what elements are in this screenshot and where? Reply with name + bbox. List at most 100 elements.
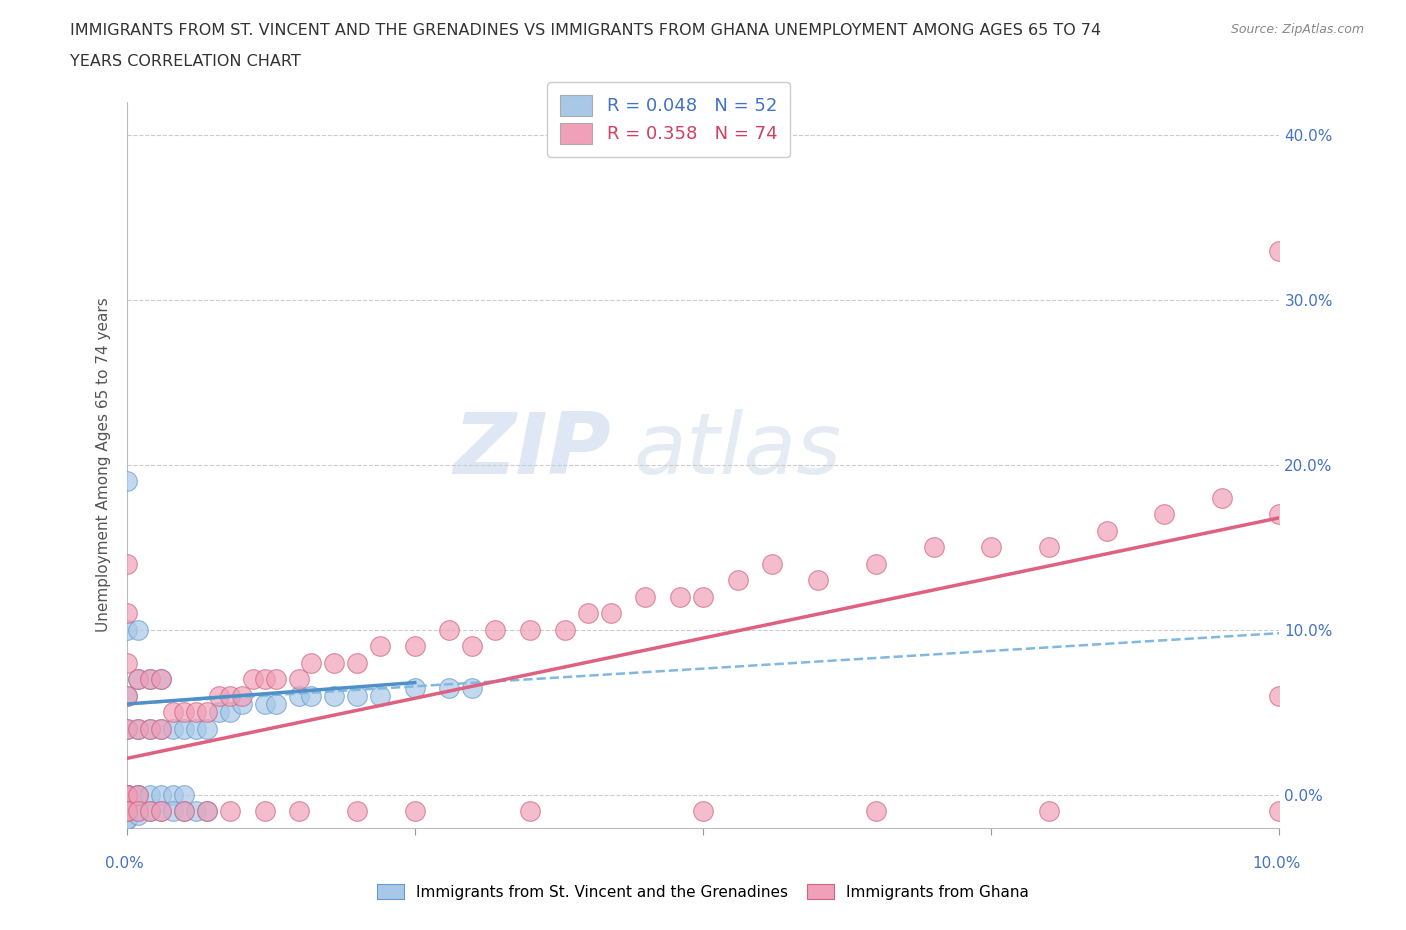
Point (1268, 853, 1291, 868)
Point (127, 788, 149, 803)
Legend: Immigrants from St. Vincent and the Grenadines, Immigrants from Ghana: Immigrants from St. Vincent and the Gren… (371, 878, 1035, 906)
Point (173, 804, 195, 818)
Point (115, 788, 138, 803)
Y-axis label: Unemployment Among Ages 65 to 74 years: Unemployment Among Ages 65 to 74 years (96, 298, 111, 632)
Point (150, 671, 173, 686)
Point (115, 804, 138, 818)
Point (288, 688, 311, 703)
Point (138, 722, 160, 737)
Point (115, 722, 138, 737)
Point (1095, 524, 1118, 538)
Point (115, 804, 138, 818)
Point (115, 788, 138, 803)
Point (1268, 853, 1291, 868)
Point (404, 804, 426, 818)
Point (150, 804, 173, 818)
Point (599, 606, 621, 621)
Point (1038, 804, 1060, 818)
Point (115, 812, 138, 827)
Point (115, 474, 138, 489)
Point (231, 688, 253, 703)
Point (1268, 804, 1291, 818)
Point (115, 804, 138, 818)
Point (127, 722, 149, 737)
Point (266, 671, 288, 686)
Point (115, 788, 138, 803)
Point (1268, 507, 1291, 522)
Point (288, 671, 311, 686)
Point (439, 680, 461, 695)
Point (162, 788, 184, 803)
Point (219, 804, 242, 818)
Point (138, 788, 160, 803)
Point (692, 590, 714, 604)
Point (461, 639, 484, 654)
Point (484, 622, 506, 637)
Point (115, 812, 138, 827)
Point (173, 705, 195, 720)
Point (173, 804, 195, 818)
Point (1268, 688, 1291, 703)
Point (368, 639, 391, 654)
Point (242, 671, 264, 686)
Point (162, 705, 184, 720)
Point (807, 573, 830, 588)
Text: Source: ZipAtlas.com: Source: ZipAtlas.com (1230, 23, 1364, 36)
Point (1211, 490, 1233, 505)
Point (219, 688, 242, 703)
Point (115, 804, 138, 818)
Point (865, 804, 887, 818)
Point (323, 688, 346, 703)
Point (127, 722, 149, 737)
Point (692, 804, 714, 818)
Point (253, 697, 276, 711)
Point (115, 606, 138, 621)
Point (138, 671, 160, 686)
Point (127, 622, 149, 637)
Point (162, 804, 184, 818)
Point (115, 804, 138, 818)
Point (138, 671, 160, 686)
Point (115, 722, 138, 737)
Point (208, 705, 231, 720)
Point (404, 639, 426, 654)
Point (115, 788, 138, 803)
Point (1268, 244, 1291, 259)
Point (461, 680, 484, 695)
Point (195, 705, 218, 720)
Point (115, 788, 138, 803)
Point (115, 688, 138, 703)
Point (519, 622, 541, 637)
Point (150, 722, 173, 737)
Point (115, 788, 138, 803)
Point (138, 804, 160, 818)
Point (1038, 540, 1060, 555)
Point (266, 697, 288, 711)
Point (288, 804, 311, 818)
Legend: R = 0.048   N = 52, R = 0.358   N = 74: R = 0.048 N = 52, R = 0.358 N = 74 (547, 83, 790, 156)
Point (253, 804, 276, 818)
Text: YEARS CORRELATION CHART: YEARS CORRELATION CHART (70, 54, 301, 69)
Point (115, 656, 138, 671)
Point (127, 807, 149, 822)
Point (150, 788, 173, 803)
Point (1268, 853, 1291, 868)
Text: ZIP: ZIP (453, 409, 610, 492)
Point (195, 804, 218, 818)
Point (576, 606, 599, 621)
Point (138, 722, 160, 737)
Point (439, 622, 461, 637)
Text: IMMIGRANTS FROM ST. VINCENT AND THE GRENADINES VS IMMIGRANTS FROM GHANA UNEMPLOY: IMMIGRANTS FROM ST. VINCENT AND THE GREN… (70, 23, 1101, 38)
Point (173, 722, 195, 737)
Point (184, 705, 207, 720)
Point (980, 540, 1002, 555)
Point (346, 688, 368, 703)
Point (219, 705, 242, 720)
Point (162, 722, 184, 737)
Point (634, 590, 657, 604)
Point (195, 804, 218, 818)
Point (138, 804, 160, 818)
Point (115, 788, 138, 803)
Point (150, 722, 173, 737)
Point (323, 656, 346, 671)
